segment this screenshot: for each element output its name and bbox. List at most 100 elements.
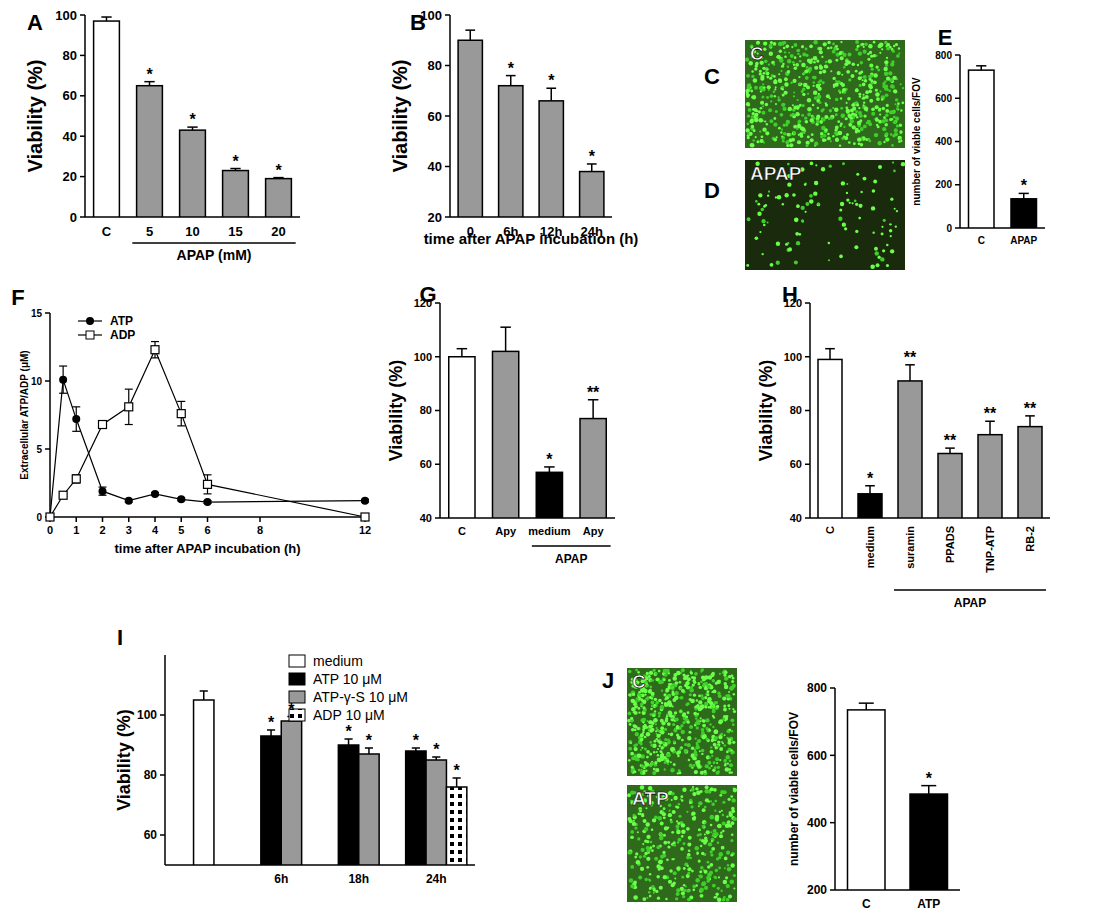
cell xyxy=(840,202,844,206)
cell xyxy=(718,720,722,724)
cell xyxy=(807,113,811,117)
y-tick xyxy=(955,227,960,229)
cell xyxy=(646,750,650,754)
bar xyxy=(449,357,475,518)
cell xyxy=(726,729,730,733)
significance: * xyxy=(366,732,373,749)
cell xyxy=(863,46,865,48)
cell xyxy=(638,707,641,710)
cell xyxy=(701,753,703,755)
cell xyxy=(793,79,797,83)
cell xyxy=(664,728,667,731)
cell xyxy=(824,128,827,131)
cell xyxy=(653,704,656,707)
cell xyxy=(857,45,860,48)
y-tick xyxy=(955,98,960,100)
cell xyxy=(880,257,884,261)
cell xyxy=(724,734,726,736)
bar xyxy=(266,179,292,217)
cell xyxy=(813,40,817,44)
bar xyxy=(580,172,604,217)
y-tick-label: 60 xyxy=(428,109,442,124)
cell xyxy=(671,750,673,752)
cell xyxy=(807,98,811,102)
cell xyxy=(832,43,835,46)
cell xyxy=(704,770,707,773)
cell xyxy=(700,845,702,847)
cell xyxy=(884,72,888,76)
y-tick xyxy=(80,14,85,16)
cell xyxy=(786,144,789,147)
cell xyxy=(849,202,851,204)
cell xyxy=(846,198,849,201)
cell xyxy=(726,851,730,855)
cell xyxy=(761,111,765,115)
cell xyxy=(676,733,679,736)
cell xyxy=(839,51,842,54)
cell xyxy=(796,204,800,208)
cell xyxy=(848,52,852,56)
cell xyxy=(899,130,902,133)
cell xyxy=(886,104,889,107)
cell xyxy=(650,692,654,696)
cell xyxy=(750,143,753,146)
cell xyxy=(731,852,735,856)
cell xyxy=(651,704,654,707)
bar xyxy=(938,454,962,519)
significance: * xyxy=(146,66,153,83)
bar xyxy=(180,130,206,217)
cell xyxy=(889,229,893,233)
cell xyxy=(807,107,812,112)
marks xyxy=(94,17,292,217)
cell xyxy=(814,181,818,185)
error-bar xyxy=(505,327,507,351)
y-tick-label: 200 xyxy=(935,179,952,190)
cell xyxy=(646,756,649,759)
cells xyxy=(627,668,736,775)
cell xyxy=(715,815,720,820)
cell xyxy=(881,95,886,100)
cell xyxy=(663,742,667,746)
cell xyxy=(820,132,824,136)
cell xyxy=(727,864,729,866)
cell xyxy=(705,718,709,722)
cell xyxy=(818,101,821,104)
bar xyxy=(359,754,379,865)
cell xyxy=(893,89,897,93)
cell xyxy=(684,862,688,866)
cell xyxy=(752,95,756,99)
bar xyxy=(458,40,482,217)
cell xyxy=(841,83,845,87)
cell xyxy=(858,52,862,56)
cell xyxy=(701,731,705,735)
cell xyxy=(842,222,846,226)
cell xyxy=(871,206,875,210)
cell xyxy=(729,879,734,884)
cell xyxy=(719,673,721,675)
cell xyxy=(757,203,760,206)
bar xyxy=(137,86,163,217)
cell xyxy=(803,72,806,75)
cell xyxy=(804,116,807,119)
point xyxy=(72,415,80,423)
cell xyxy=(809,194,813,198)
cell xyxy=(884,80,886,82)
cell xyxy=(781,136,785,140)
cell xyxy=(859,204,863,208)
cell xyxy=(661,689,663,691)
cell xyxy=(653,751,655,753)
cell xyxy=(876,263,880,267)
cell xyxy=(701,719,704,722)
marks xyxy=(818,349,1042,518)
cell xyxy=(856,173,859,176)
cell xyxy=(780,113,784,117)
cell xyxy=(761,135,764,138)
cell xyxy=(835,59,838,62)
cell xyxy=(817,203,820,206)
y-tick-label: 10 xyxy=(31,376,43,387)
error-cap xyxy=(151,357,159,358)
cell xyxy=(863,101,865,103)
cell xyxy=(707,865,710,868)
cell xyxy=(673,796,677,800)
x-tick-label: medium xyxy=(864,526,876,568)
